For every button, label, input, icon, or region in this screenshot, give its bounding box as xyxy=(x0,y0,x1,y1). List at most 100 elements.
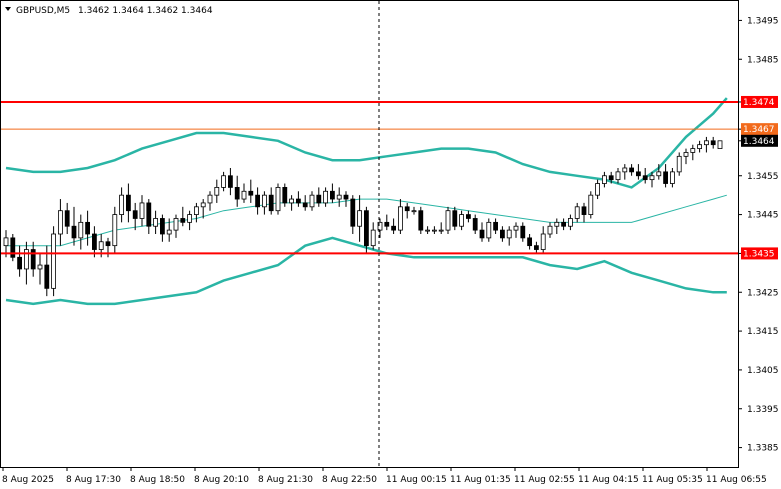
candle xyxy=(146,199,152,234)
candle-body xyxy=(676,155,682,173)
candle xyxy=(23,241,29,285)
candle xyxy=(370,222,376,250)
candle-body xyxy=(275,186,281,212)
y-tick-label: 1.3395 xyxy=(747,405,779,415)
candle xyxy=(153,210,159,234)
candle xyxy=(214,179,220,203)
candle-body xyxy=(363,210,369,247)
x-tick-label: 11 Aug 04:15 xyxy=(578,475,639,485)
candle xyxy=(602,171,607,188)
candle xyxy=(377,218,383,238)
candle xyxy=(465,210,471,223)
candle-body xyxy=(221,175,227,188)
candle xyxy=(411,206,417,215)
candle-body xyxy=(574,206,580,219)
candle xyxy=(561,218,566,231)
candle-body xyxy=(200,202,206,208)
candle xyxy=(132,202,138,231)
candle xyxy=(323,187,329,207)
candle xyxy=(10,234,16,262)
candle-body xyxy=(323,190,329,204)
candle-body xyxy=(17,256,23,270)
candle-body xyxy=(112,214,118,247)
y-tick-label: 1.3445 xyxy=(747,211,779,221)
candle-body xyxy=(78,221,84,239)
chart-header: GBPUSD,M5 1.3462 1.3464 1.3462 1.3464 xyxy=(5,6,213,16)
y-tick-label: 1.3425 xyxy=(747,288,779,298)
candle-body xyxy=(336,194,342,200)
candle-body xyxy=(30,249,36,270)
candle-body xyxy=(98,241,104,250)
candle-body xyxy=(513,225,519,231)
x-tick-label: 11 Aug 02:55 xyxy=(514,475,575,485)
candle xyxy=(425,226,431,234)
x-tick-label: 8 Aug 2025 xyxy=(2,475,54,485)
x-axis: 8 Aug 2025 8 Aug 17:30 8 Aug 18:50 8 Aug 20… xyxy=(2,467,767,485)
candle-body xyxy=(173,218,179,231)
candle-body xyxy=(119,194,124,215)
candle xyxy=(187,210,193,231)
candle xyxy=(479,222,485,242)
candle xyxy=(180,206,186,227)
y-tick-label: 1.3405 xyxy=(747,366,779,376)
candle xyxy=(622,164,628,180)
candle-body xyxy=(506,229,512,239)
candle xyxy=(207,191,213,211)
candle xyxy=(431,226,437,234)
dropdown-triangle-icon[interactable] xyxy=(5,7,11,11)
candle-body xyxy=(438,229,444,232)
candle xyxy=(309,191,315,211)
candle-body xyxy=(234,186,240,200)
candle xyxy=(295,191,301,207)
candle xyxy=(534,241,539,254)
candle-body xyxy=(561,221,566,227)
candle-body xyxy=(58,210,63,235)
candle-body xyxy=(180,218,186,223)
candle-body xyxy=(302,202,308,208)
candle xyxy=(37,253,43,285)
candle-body xyxy=(404,206,410,212)
candle-body xyxy=(622,167,628,173)
candle xyxy=(227,167,233,196)
candle-body xyxy=(384,221,390,227)
candle-body xyxy=(615,171,621,181)
candle-body xyxy=(350,198,356,227)
candle xyxy=(282,183,288,207)
price-badge xyxy=(741,95,778,108)
candle xyxy=(642,167,648,184)
y-tick-label: 1.3485 xyxy=(747,55,779,65)
candle-body xyxy=(268,194,274,212)
candle xyxy=(499,226,505,242)
candle-body xyxy=(329,190,335,200)
candle xyxy=(513,222,519,238)
candle xyxy=(329,183,335,203)
candle xyxy=(71,206,77,246)
candle xyxy=(486,218,492,242)
candle-body xyxy=(670,171,675,184)
candle xyxy=(255,187,261,215)
candle xyxy=(574,202,580,223)
candle-body xyxy=(445,210,451,231)
candle xyxy=(506,226,512,246)
candle-body xyxy=(629,167,634,173)
y-tick-label: 1.3495 xyxy=(747,16,779,26)
candle xyxy=(690,144,696,161)
candle xyxy=(17,245,23,277)
candle xyxy=(697,140,702,153)
candle-body xyxy=(64,210,70,227)
candle xyxy=(51,226,56,297)
candle xyxy=(438,222,444,234)
candle xyxy=(357,195,363,242)
candle-body xyxy=(704,140,709,146)
candle-body xyxy=(690,148,696,153)
candle xyxy=(608,171,614,184)
candle xyxy=(445,206,451,234)
price-levels[interactable] xyxy=(1,100,738,255)
candle-body xyxy=(479,229,485,239)
bollinger-lower-line xyxy=(5,236,727,306)
candle xyxy=(193,202,199,223)
candle xyxy=(391,218,397,234)
candle xyxy=(139,195,145,227)
candle xyxy=(30,241,36,277)
